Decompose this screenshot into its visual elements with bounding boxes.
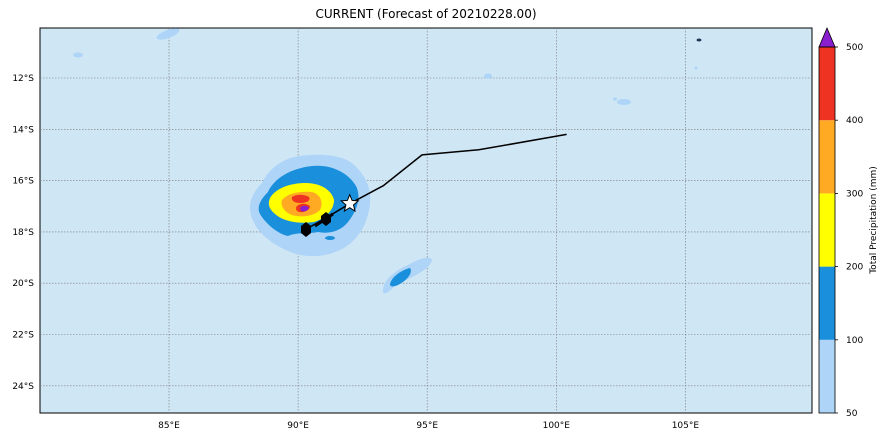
colorbar-outline bbox=[818, 46, 836, 414]
lat-tick-label: 18°S bbox=[12, 228, 34, 238]
axis-ticks: 85°E 90°E 95°E 100°E 105°E 12°S 14°S 16°S 18°S 20… bbox=[12, 74, 699, 431]
grid-lines bbox=[40, 28, 812, 413]
scattered-rain-patches bbox=[73, 28, 702, 105]
colorbar-segment bbox=[819, 47, 835, 121]
current-position-star-icon bbox=[339, 193, 360, 213]
colorbar-tick-label: 100 bbox=[846, 336, 863, 346]
lat-tick-label: 16°S bbox=[12, 177, 34, 187]
lon-tick-label: 85°E bbox=[158, 421, 180, 431]
colorbar-segment bbox=[819, 266, 835, 340]
lon-tick-label: 95°E bbox=[416, 421, 438, 431]
colorbar-segment bbox=[819, 193, 835, 267]
lat-tick-label: 24°S bbox=[12, 382, 34, 392]
colorbar-segment bbox=[819, 120, 835, 194]
lon-tick-label: 105°E bbox=[672, 421, 700, 431]
ocean-background bbox=[39, 27, 813, 414]
storm-track bbox=[301, 133, 567, 237]
lat-tick-label: 12°S bbox=[12, 74, 34, 84]
past-position-marker bbox=[321, 212, 331, 226]
past-position-marker bbox=[301, 222, 311, 237]
colorbar-label: Total Precipitation (mm) bbox=[869, 166, 879, 275]
lat-tick-label: 14°S bbox=[12, 125, 34, 135]
colorbar-tick-label: 50 bbox=[846, 409, 858, 419]
lon-tick-label: 100°E bbox=[543, 421, 571, 431]
main-precipitation-system bbox=[249, 154, 371, 257]
colorbar-tick-label: 400 bbox=[846, 116, 863, 126]
lat-tick-label: 22°S bbox=[12, 331, 34, 341]
colorbar-segment bbox=[819, 339, 835, 413]
lon-tick-label: 90°E bbox=[287, 421, 309, 431]
colorbar-tick-label: 300 bbox=[846, 189, 863, 199]
lat-tick-label: 20°S bbox=[12, 279, 34, 289]
colorbar: 50 100 200 300 400 500 bbox=[818, 26, 863, 419]
map-title: CURRENT (Forecast of 20210228.00) bbox=[315, 7, 537, 21]
colorbar-tick-label: 200 bbox=[846, 263, 863, 273]
secondary-rain-band bbox=[382, 257, 432, 294]
colorbar-tick-label: 500 bbox=[846, 43, 863, 53]
colorbar-extension bbox=[818, 26, 836, 48]
